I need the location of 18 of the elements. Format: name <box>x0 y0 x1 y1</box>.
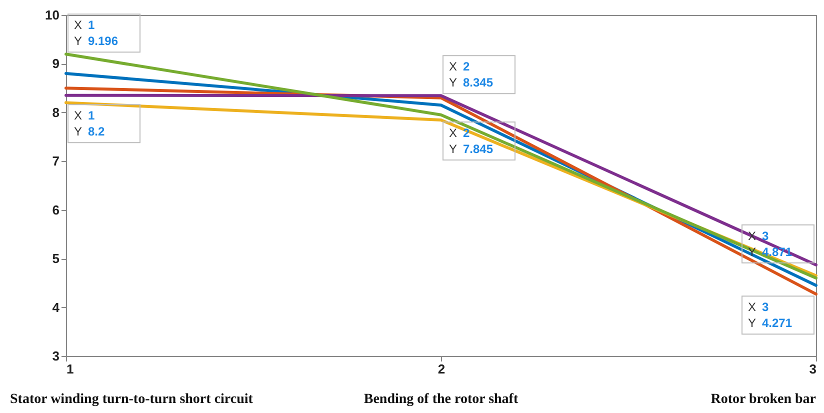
y-tick-label: 4 <box>52 300 60 315</box>
y-tick-label: 10 <box>45 8 60 22</box>
text: Rotor broken bar <box>710 392 816 407</box>
x-tick-label: 1 <box>66 362 74 376</box>
annotation: X 2 Y 8.345 <box>449 60 494 90</box>
text: Bending of the rotor shaft <box>364 392 518 407</box>
x-tick-label: 2 <box>438 362 446 376</box>
x-tick-label: 3 <box>809 362 816 376</box>
y-tick-label: 3 <box>52 348 60 364</box>
y-tick-label: 6 <box>52 202 60 218</box>
y-tick-label: 8 <box>52 104 60 120</box>
annotation: X 3 Y 4.271 <box>748 300 792 330</box>
y-tick-label: 7 <box>52 154 60 169</box>
text: Stator winding turn-to-turn short circuit <box>10 392 254 407</box>
annotation: X 1 Y 8.2 <box>74 108 106 139</box>
annotation: X 1 Y 9.196 <box>74 18 118 48</box>
y-tick-label: 5 <box>52 251 60 266</box>
y-tick-label: 9 <box>52 56 60 72</box>
